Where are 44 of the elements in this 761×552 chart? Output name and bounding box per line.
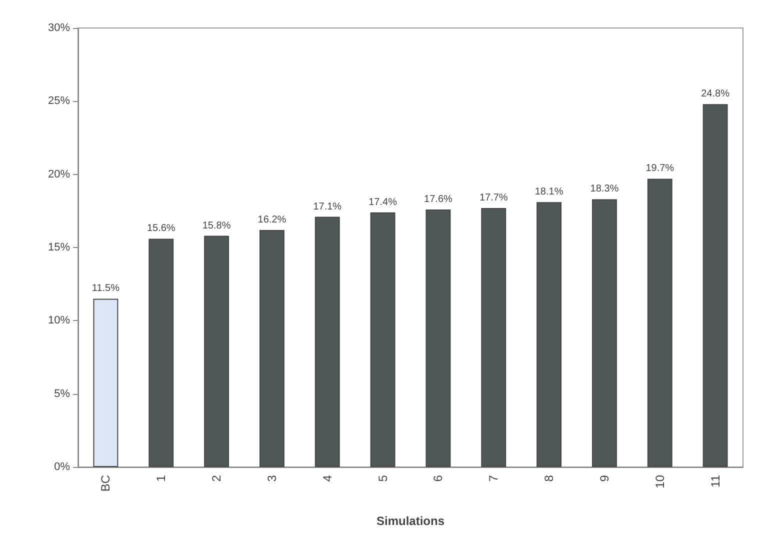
x-tick-label: 8: [542, 474, 556, 482]
x-tick-label: 6: [431, 474, 446, 482]
data-label: 17.7%: [479, 192, 508, 204]
data-label: 15.8%: [202, 220, 231, 232]
y-tick-label: 5%: [54, 388, 70, 400]
y-tick-label: 30%: [48, 22, 70, 34]
x-axis-title: Simulations: [376, 514, 445, 528]
x-tick-label: 1: [154, 474, 168, 482]
x-tick-label: 10: [652, 474, 667, 488]
bar: [370, 212, 396, 467]
x-tick-label: 4: [320, 474, 334, 482]
bar: [481, 208, 506, 467]
data-label: 16.2%: [258, 214, 286, 226]
data-label: 18.1%: [534, 186, 564, 198]
bar: [259, 230, 284, 467]
x-tick-label: 2: [210, 474, 224, 482]
y-tick-label: 25%: [48, 95, 70, 108]
x-tick-label: BC: [98, 474, 113, 492]
x-tick-label: 3: [264, 474, 279, 482]
data-label: 17.6%: [424, 194, 452, 205]
data-label: 11.5%: [92, 283, 120, 294]
data-label: 18.3%: [590, 184, 619, 195]
y-tick-label: 10%: [48, 314, 70, 327]
y-tick-label: 0%: [54, 461, 70, 473]
data-label: 17.1%: [313, 201, 342, 212]
x-tick-label: 9: [597, 474, 612, 482]
data-label: 15.6%: [146, 223, 176, 234]
bar: [702, 104, 728, 467]
bar: [204, 236, 230, 467]
bar: [536, 202, 562, 467]
bar: [93, 298, 118, 467]
bar: [647, 178, 672, 467]
x-tick-label: 5: [376, 474, 390, 482]
bar: [314, 216, 340, 467]
x-tick-label: 7: [486, 474, 501, 482]
y-tick-label: 20%: [48, 168, 70, 180]
data-label: 17.4%: [368, 196, 398, 208]
y-tick-label: 15%: [48, 242, 70, 254]
bar: [148, 238, 174, 467]
bar: [592, 199, 617, 467]
bar: [426, 209, 451, 467]
data-label: 19.7%: [646, 163, 674, 174]
data-label: 24.8%: [701, 88, 730, 100]
x-tick-label: 11: [708, 474, 722, 488]
